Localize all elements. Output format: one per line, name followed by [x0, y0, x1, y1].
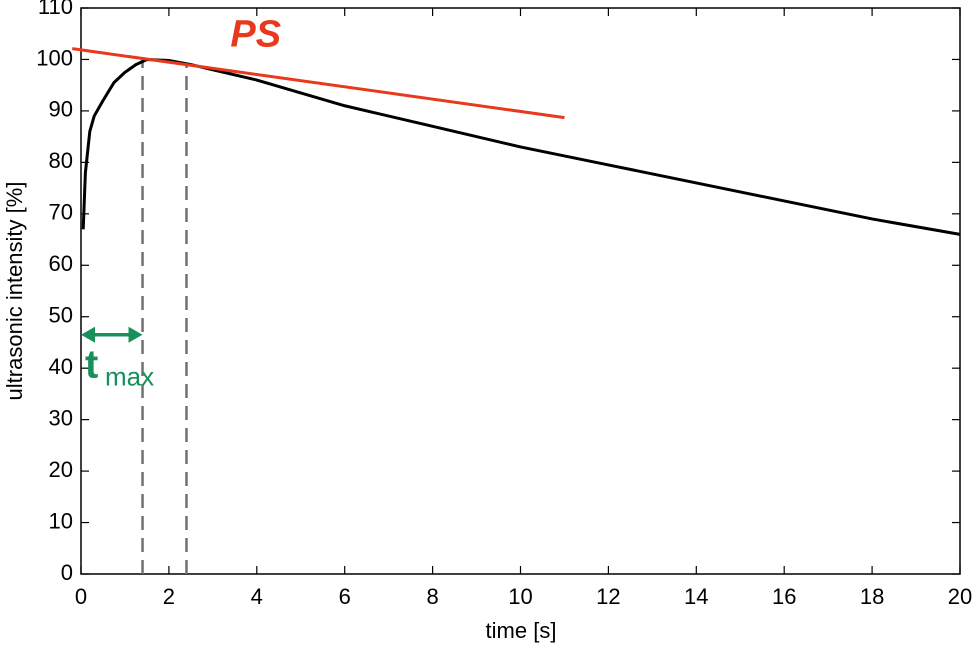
y-tick-label: 30	[49, 405, 73, 430]
plot-frame	[80, 7, 961, 575]
y-tick-label: 90	[49, 97, 73, 122]
tmax-subscript: max	[105, 362, 154, 392]
y-tick-label: 110	[38, 0, 73, 19]
x-tick-label: 18	[860, 584, 884, 609]
x-tick-label: 6	[339, 584, 351, 609]
y-tick-label: 20	[49, 457, 73, 482]
y-axis-label: ultrasonic intensity [%]	[2, 182, 27, 401]
x-tick-label: 14	[684, 584, 708, 609]
x-tick-label: 12	[596, 584, 620, 609]
y-tick-label: 60	[49, 251, 73, 276]
x-tick-label: 10	[508, 584, 532, 609]
x-tick-label: 4	[251, 584, 263, 609]
y-tick-label: 100	[36, 45, 73, 70]
arrow-head	[128, 326, 143, 343]
x-tick-label: 20	[948, 584, 972, 609]
x-tick-label: 2	[163, 584, 175, 609]
series-label: PS	[230, 13, 281, 55]
y-tick-label: 10	[49, 508, 73, 533]
x-tick-label: 0	[75, 584, 87, 609]
y-tick-label: 40	[49, 354, 73, 379]
x-axis-label: time [s]	[486, 618, 557, 643]
tmax-label: t	[85, 342, 98, 386]
line-series	[81, 57, 961, 236]
line-series	[72, 47, 565, 120]
arrow-head	[81, 326, 95, 343]
x-tick-label: 16	[772, 584, 796, 609]
y-tick-label: 0	[61, 560, 73, 585]
y-tick-label: 70	[49, 200, 73, 225]
x-tick-label: 8	[426, 584, 438, 609]
y-tick-label: 50	[49, 303, 73, 328]
y-tick-label: 80	[49, 148, 73, 173]
